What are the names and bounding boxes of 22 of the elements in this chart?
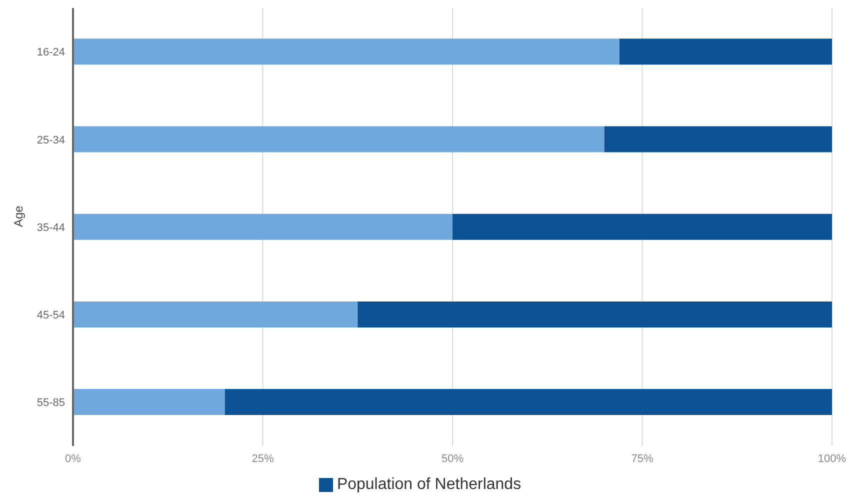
bar — [604, 126, 832, 152]
y-tick-label: 16-24 — [36, 46, 65, 59]
bar — [73, 214, 452, 240]
y-tick-label: 55-85 — [36, 397, 65, 410]
x-tick-label: 25% — [252, 452, 274, 465]
bar — [73, 389, 225, 416]
x-tick-label: 0% — [65, 452, 82, 465]
bar — [224, 389, 832, 416]
x-tick-label: 100% — [818, 452, 846, 465]
y-tick-label: 45-54 — [36, 310, 65, 322]
legend-label: Population of Netherlands — [336, 476, 522, 493]
bar — [619, 38, 832, 65]
x-tick-label: 50% — [441, 452, 464, 465]
x-tick-label: 75% — [631, 452, 654, 465]
y-tick-label: 25-34 — [36, 134, 65, 146]
bar — [358, 301, 832, 328]
bar — [73, 301, 358, 328]
y-tick-label: 35-44 — [36, 222, 65, 234]
bar — [73, 126, 604, 152]
y-axis-title: Age — [11, 205, 26, 227]
bar — [452, 214, 832, 240]
bar — [73, 38, 620, 65]
